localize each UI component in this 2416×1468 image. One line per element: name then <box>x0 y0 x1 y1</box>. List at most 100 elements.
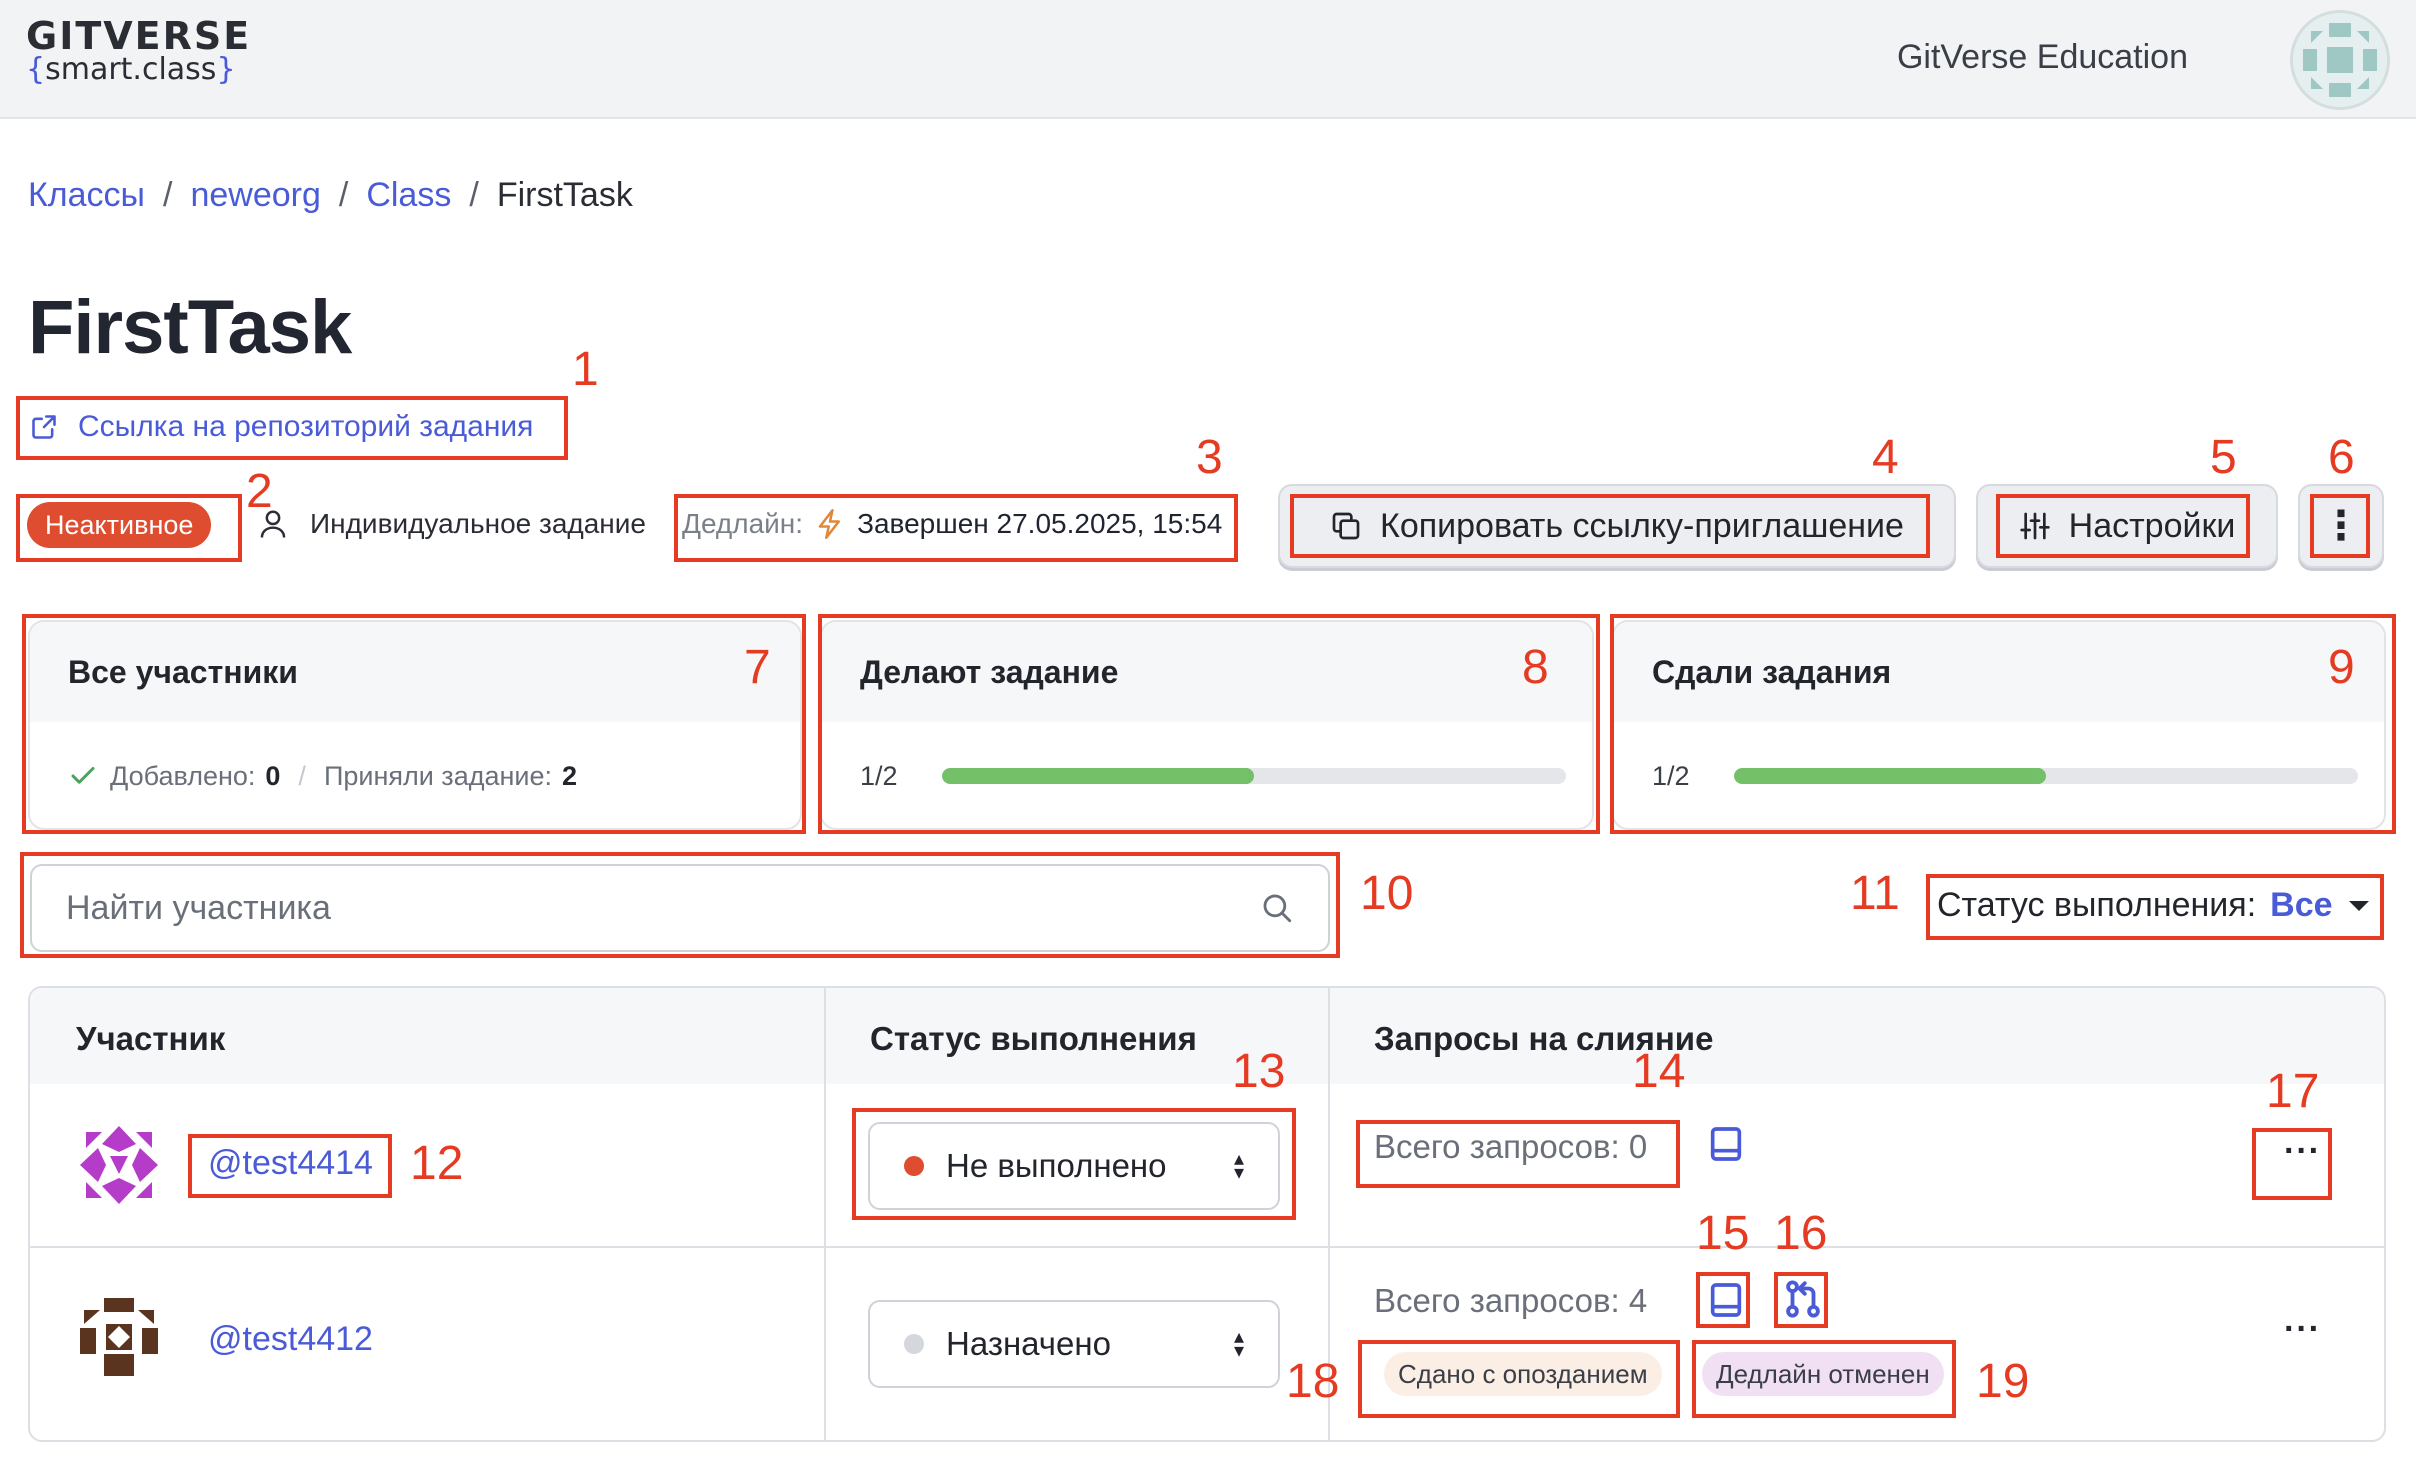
breadcrumb-separator: / <box>163 176 173 214</box>
added-label: Добавлено: <box>110 760 256 791</box>
task-type-label: Индивидуальное задание <box>310 508 646 539</box>
accepted-label: Приняли задание: <box>323 760 552 791</box>
annotation-number-18: 18 <box>1286 1355 1340 1408</box>
requests-count: Всего запросов: 0 <box>1374 1128 1648 1165</box>
annotation-number-15: 15 <box>1696 1207 1750 1260</box>
annotation-box-19 <box>1692 1340 1956 1418</box>
annotation-box-7 <box>22 614 806 834</box>
copy-invite-label: Копировать ссылку-приглашение <box>1380 506 1904 545</box>
status-select-value: Не выполнено <box>946 1147 1167 1184</box>
logo-brace-open: { <box>26 52 46 87</box>
card-done-tasks: Сдали задания 1/2 <box>1612 620 2386 830</box>
breadcrumb-separator: / <box>469 176 479 214</box>
annotation-box-3 <box>674 494 1238 562</box>
breadcrumb: Классы / neweorg / Class / FirstTask <box>28 176 633 215</box>
column-divider <box>824 988 826 1440</box>
requests-count: Всего запросов: 4 <box>1374 1282 1648 1319</box>
annotation-number-7: 7 <box>744 641 771 694</box>
breadcrumb-org[interactable]: neweorg <box>190 176 321 214</box>
logo-gitverse[interactable]: GITVERSE <box>26 14 252 58</box>
annotation-box-1 <box>16 396 568 460</box>
logo-smart-class[interactable]: {smart.class} <box>26 52 236 87</box>
annotation-number-2: 2 <box>246 465 273 518</box>
book-icon[interactable] <box>1706 1280 1746 1320</box>
status-select-row2[interactable]: Назначено ▴ ▾ <box>868 1300 1280 1388</box>
breadcrumb-classes[interactable]: Классы <box>28 176 145 214</box>
repo-link-label: Ссылка на репозиторий задания <box>78 410 534 443</box>
annotation-box-5 <box>1996 494 2250 558</box>
avatar-test4412[interactable] <box>76 1294 162 1380</box>
repo-link[interactable]: Ссылка на репозиторий задания <box>30 410 533 444</box>
org-avatar[interactable] <box>2290 10 2390 110</box>
task-type: Индивидуальное задание <box>258 508 646 540</box>
annotation-number-17: 17 <box>2266 1065 2320 1118</box>
tag-submitted-late: Сдано с опозданием <box>1384 1352 1662 1396</box>
deadline-value: Завершен 27.05.2025, 15:54 <box>857 508 1223 539</box>
search-input[interactable] <box>66 888 1260 928</box>
annotation-box-17 <box>2252 1128 2332 1200</box>
annotation-box-10 <box>20 852 1340 958</box>
annotation-box-12 <box>188 1134 392 1198</box>
more-vertical-icon: ⋮ <box>2321 504 2361 548</box>
annotation-number-12: 12 <box>410 1137 464 1190</box>
breadcrumb-current: FirstTask <box>496 176 633 214</box>
column-requests: Запросы на слияние <box>1374 1020 1714 1057</box>
breadcrumb-class[interactable]: Class <box>366 176 452 214</box>
annotation-box-8 <box>818 614 1600 834</box>
annotation-number-1: 1 <box>572 343 599 396</box>
caret-down-icon <box>2348 900 2369 911</box>
annotation-box-14 <box>1356 1120 1680 1188</box>
annotation-number-14: 14 <box>1632 1045 1686 1098</box>
logo-brace-close: } <box>216 52 236 87</box>
annotation-number-4: 4 <box>1872 431 1899 484</box>
avatar-test4414[interactable] <box>76 1122 162 1208</box>
org-name[interactable]: GitVerse Education <box>1896 38 2188 76</box>
card-doing-task: Делают задание 1/2 <box>820 620 1594 830</box>
pull-request-icon[interactable] <box>1782 1278 1824 1320</box>
annotation-box-2 <box>16 494 242 562</box>
annotation-number-3: 3 <box>1196 431 1223 484</box>
status-filter[interactable]: Статус выполнения: Все <box>1937 886 2371 925</box>
tag-deadline-cancelled: Дедлайн отменен <box>1702 1352 1944 1396</box>
page-title: FirstTask <box>28 285 352 370</box>
book-icon[interactable] <box>1706 1124 1746 1164</box>
status-badge: Неактивное <box>27 502 212 548</box>
added-value: 0 <box>265 760 281 791</box>
card-done-progress: 1/2 <box>1614 722 2384 828</box>
annotation-number-9: 9 <box>2328 641 2355 694</box>
annotation-number-13: 13 <box>1232 1045 1286 1098</box>
accepted-value: 2 <box>562 760 578 791</box>
annotation-number-8: 8 <box>1522 641 1549 694</box>
status-select-row1[interactable]: Не выполнено ▴ ▾ <box>868 1122 1280 1210</box>
card-all-stats: Добавлено: 0 / Приняли задание: 2 <box>30 722 800 828</box>
annotation-number-10: 10 <box>1360 867 1414 920</box>
card-done-title: Сдали задания <box>1614 622 2384 722</box>
search-icon[interactable] <box>1260 891 1294 925</box>
select-updown-icon: ▴ ▾ <box>1233 1326 1244 1362</box>
column-participant: Участник <box>76 1020 226 1057</box>
user-link-test4412[interactable]: @test4412 <box>208 1320 373 1358</box>
status-dot <box>904 1334 924 1354</box>
doing-progress-bar <box>941 768 1566 784</box>
doing-count: 1/2 <box>860 760 898 791</box>
annotation-number-16: 16 <box>1774 1207 1828 1260</box>
annotation-box-4 <box>1290 494 1930 558</box>
annotation-number-5: 5 <box>2210 431 2237 484</box>
column-divider <box>1328 988 1330 1440</box>
deadline: Дедлайн: Завершен 27.05.2025, 15:54 <box>682 508 1222 540</box>
annotation-box-18 <box>1358 1340 1680 1418</box>
user-link-test4414[interactable]: @test4414 <box>208 1144 373 1182</box>
status-filter-label: Статус выполнения: <box>1937 886 2257 924</box>
done-progress-bar <box>1733 768 2358 784</box>
annotation-number-11: 11 <box>1850 867 1900 920</box>
card-doing-progress: 1/2 <box>822 722 1592 828</box>
row-more-button[interactable]: ··· <box>2284 1132 2321 1170</box>
settings-label: Настройки <box>2068 506 2236 545</box>
doing-progress-fill <box>941 768 1254 784</box>
status-select-value: Назначено <box>946 1325 1111 1362</box>
annotation-box-11 <box>1926 874 2384 940</box>
annotation-number-6: 6 <box>2328 431 2355 484</box>
row-more-button[interactable]: ··· <box>2284 1310 2321 1348</box>
org-avatar-icon <box>2303 23 2377 97</box>
card-all-participants: Все участники Добавлено: 0 / Приняли зад… <box>28 620 802 830</box>
